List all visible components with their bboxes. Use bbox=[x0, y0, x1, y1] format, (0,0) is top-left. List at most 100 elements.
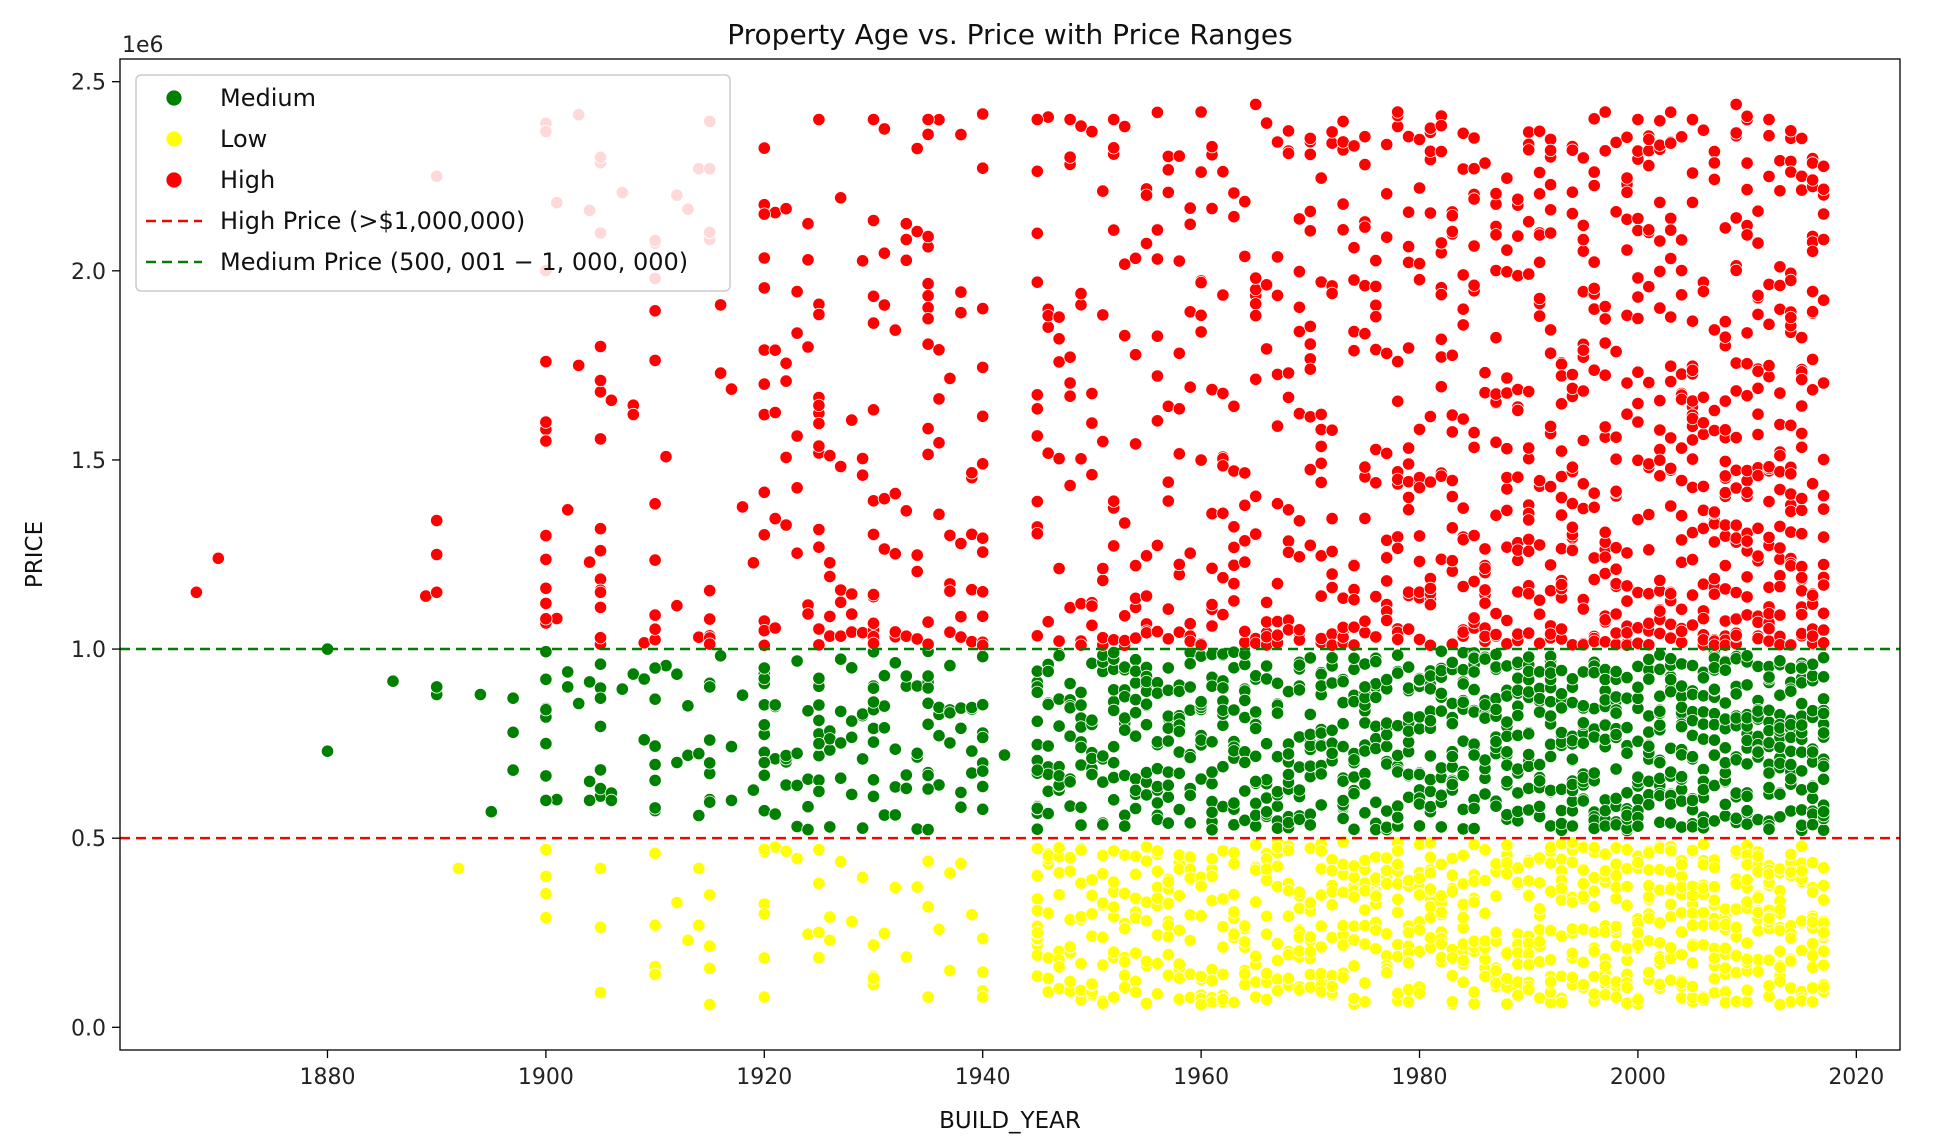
data-point-medium bbox=[866, 735, 881, 749]
data-point-high bbox=[1522, 626, 1536, 640]
data-point-high bbox=[1074, 298, 1088, 312]
data-point-high bbox=[1696, 416, 1711, 430]
data-point-high bbox=[1685, 363, 1700, 377]
data-point-low bbox=[1511, 946, 1525, 960]
data-point-medium bbox=[877, 669, 892, 683]
data-point-medium bbox=[1074, 800, 1088, 814]
data-point-low bbox=[703, 888, 717, 902]
data-point-low bbox=[1500, 997, 1514, 1011]
data-point-medium bbox=[1281, 767, 1296, 782]
data-point-medium bbox=[834, 652, 848, 666]
data-point-high bbox=[1784, 467, 1798, 481]
data-point-medium bbox=[845, 661, 859, 675]
data-point-high bbox=[1587, 165, 1601, 179]
data-point-low bbox=[1063, 864, 1077, 878]
data-point-medium bbox=[1751, 812, 1765, 827]
data-point-high bbox=[1063, 478, 1077, 493]
data-point-high bbox=[1718, 469, 1732, 483]
data-point-high bbox=[1631, 211, 1645, 226]
data-point-high bbox=[1270, 288, 1285, 302]
data-point-medium bbox=[1554, 701, 1569, 715]
data-point-high bbox=[1249, 489, 1263, 503]
data-point-high bbox=[1281, 534, 1296, 548]
y-offset-label: 1e6 bbox=[122, 33, 164, 58]
data-point-low bbox=[1751, 924, 1765, 938]
data-point-high bbox=[1052, 451, 1066, 466]
data-point-high bbox=[1041, 446, 1055, 460]
data-point-high bbox=[1052, 310, 1066, 324]
data-point-high bbox=[1598, 368, 1612, 382]
data-point-high bbox=[1642, 132, 1656, 146]
data-point-medium bbox=[1391, 648, 1405, 662]
data-point-low bbox=[1707, 893, 1722, 907]
data-point-high bbox=[1412, 554, 1427, 569]
data-point-high bbox=[1303, 147, 1317, 161]
data-point-high bbox=[1456, 412, 1470, 426]
data-point-medium bbox=[823, 820, 837, 834]
data-point-high bbox=[1325, 136, 1339, 150]
data-point-high bbox=[1292, 264, 1307, 279]
data-point-low bbox=[539, 842, 553, 857]
data-point-medium bbox=[1380, 757, 1394, 771]
data-point-high bbox=[1358, 158, 1372, 172]
data-point-high bbox=[593, 544, 608, 558]
data-point-high bbox=[1172, 346, 1186, 360]
data-point-medium bbox=[1358, 657, 1372, 671]
data-point-medium bbox=[888, 656, 902, 670]
data-point-high bbox=[1096, 184, 1110, 198]
data-point-high bbox=[1587, 112, 1601, 126]
data-point-medium bbox=[1172, 724, 1186, 739]
data-point-medium bbox=[1598, 718, 1612, 732]
y-tick-label: 2.5 bbox=[71, 71, 106, 96]
data-point-medium bbox=[1085, 713, 1099, 727]
data-point-low bbox=[648, 846, 662, 860]
data-point-high bbox=[1533, 187, 1547, 201]
data-point-medium bbox=[1598, 693, 1612, 707]
data-point-medium bbox=[320, 744, 335, 758]
data-point-medium bbox=[790, 654, 804, 668]
data-point-low bbox=[1696, 918, 1711, 932]
data-point-high bbox=[1172, 447, 1186, 461]
data-point-low bbox=[1533, 934, 1547, 949]
data-point-high bbox=[1139, 236, 1154, 251]
data-point-high bbox=[1533, 124, 1547, 138]
data-point-low bbox=[1642, 911, 1656, 925]
data-point-medium bbox=[550, 792, 564, 807]
data-point-high bbox=[1718, 423, 1732, 437]
data-point-high bbox=[1598, 312, 1612, 326]
data-point-high bbox=[1554, 469, 1569, 484]
data-point-medium bbox=[1631, 819, 1645, 833]
data-point-low bbox=[1620, 898, 1634, 912]
data-point-high bbox=[1183, 217, 1197, 231]
data-point-high bbox=[1631, 636, 1645, 650]
data-point-high bbox=[1314, 456, 1328, 470]
data-point-high bbox=[1784, 525, 1798, 539]
data-point-medium bbox=[1554, 663, 1569, 678]
data-point-low bbox=[1806, 948, 1820, 963]
x-tick-label: 2020 bbox=[1828, 1065, 1884, 1090]
data-point-high bbox=[1576, 602, 1590, 616]
data-point-medium bbox=[1718, 663, 1732, 677]
data-point-high bbox=[1751, 236, 1765, 250]
data-point-low bbox=[1467, 895, 1481, 909]
data-point-high bbox=[1314, 407, 1328, 421]
data-point-high bbox=[921, 312, 935, 326]
data-point-medium bbox=[1336, 739, 1350, 754]
data-point-high bbox=[1675, 233, 1689, 247]
data-point-high bbox=[888, 323, 902, 337]
data-point-high bbox=[976, 545, 990, 559]
data-point-low bbox=[1817, 893, 1831, 907]
data-point-high bbox=[1817, 376, 1831, 390]
data-point-medium bbox=[976, 649, 990, 664]
data-point-medium bbox=[1675, 657, 1689, 671]
data-point-medium bbox=[1107, 683, 1121, 697]
data-point-high bbox=[1030, 402, 1044, 416]
data-point-high bbox=[1292, 406, 1307, 421]
data-point-medium bbox=[1194, 649, 1208, 663]
data-point-high bbox=[1696, 479, 1711, 493]
data-point-medium bbox=[1587, 701, 1601, 716]
data-point-high bbox=[1576, 477, 1590, 491]
data-point-high bbox=[1642, 587, 1656, 601]
data-point-high bbox=[1249, 372, 1263, 386]
data-point-high bbox=[1227, 558, 1241, 572]
